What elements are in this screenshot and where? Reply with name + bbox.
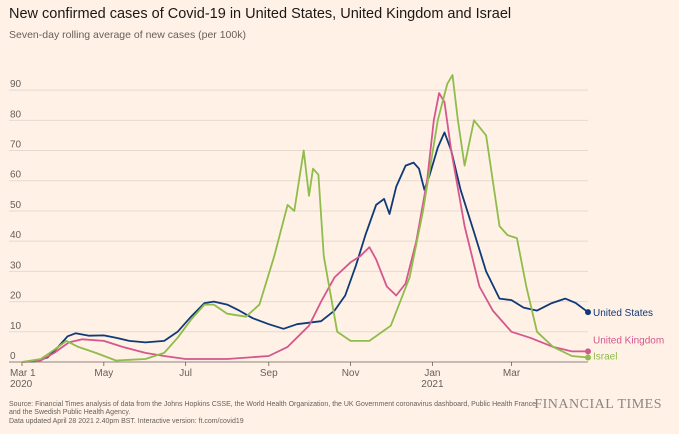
x-tick-label: Mar 1 [10,368,36,379]
y-tick-label: 50 [10,200,22,211]
series-label-united-kingdom: United Kingdom [593,335,664,346]
y-tick-label: 70 [10,140,22,151]
x-tick-year-label: 2021 [421,379,444,390]
x-tick-label: Jan [424,368,440,379]
x-tick-label: Sep [260,368,278,379]
y-tick-label: 0 [10,351,16,362]
x-tick-label: Mar [503,368,521,379]
series-end-marker-israel [585,354,591,361]
x-tick-label: Jul [179,368,192,379]
source-note: Source: Financial Times analysis of data… [9,401,549,426]
y-tick-label: 10 [10,321,22,332]
chart-subtitle: Seven-day rolling average of new cases (… [9,29,246,41]
y-tick-label: 90 [10,79,22,90]
series-end-marker-united-states [585,309,591,316]
y-tick-label: 40 [10,230,22,241]
series-line-united-kingdom [21,92,588,363]
y-tick-label: 30 [10,260,22,271]
series-label-israel: Israel [593,351,617,362]
y-tick-label: 60 [10,170,22,181]
series-label-united-states: United States [593,308,653,319]
y-tick-label: 20 [10,291,22,302]
y-tick-label: 80 [10,109,22,120]
series-end-marker-united-kingdom [585,348,591,355]
x-tick-label: May [94,368,113,379]
x-tick-year-label: 2020 [10,379,33,390]
source-line: Source: Financial Times analysis of data… [9,401,537,417]
series-line-israel [21,74,589,363]
chart-title: New confirmed cases of Covid-19 in Unite… [9,6,512,22]
x-tick-label: Nov [342,368,360,379]
ft-logo: FINANCIAL TIMES [534,397,662,412]
series-line-united-states [21,131,589,363]
updated-line: Data updated April 28 2021 2.40pm BST. I… [9,417,244,425]
